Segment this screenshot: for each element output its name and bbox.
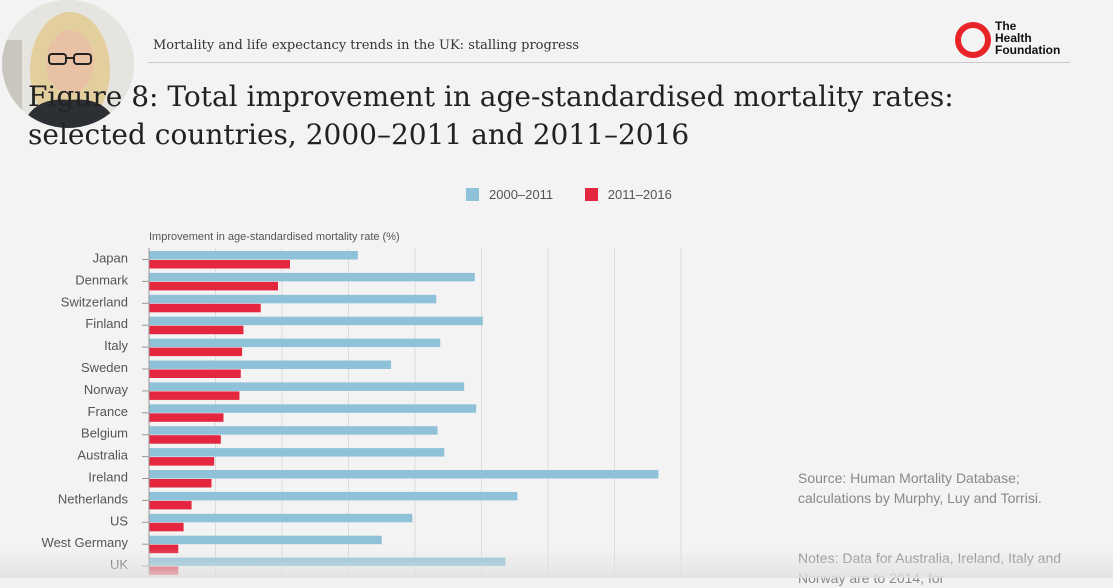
chart-axis-title: Improvement in age-standardised mortalit… — [149, 231, 400, 243]
bar-series2-12 — [149, 522, 184, 532]
bar-series1-6 — [149, 382, 465, 391]
logo-line-1: The — [995, 19, 1017, 33]
bar-series2-6 — [149, 391, 240, 400]
bar-series1-14 — [149, 557, 506, 567]
bar-series2-8 — [149, 435, 221, 444]
bar-series2-13 — [149, 544, 179, 554]
category-label-2: Switzerland — [61, 294, 128, 309]
bar-series2-0 — [149, 260, 290, 269]
category-label-8: Belgium — [81, 426, 128, 441]
category-label-0: Japan — [93, 251, 128, 266]
legend-swatch-series1 — [466, 188, 479, 201]
bar-series2-2 — [149, 303, 261, 313]
header-title: Mortality and life expectancy trends in … — [153, 38, 580, 53]
bar-series1-10 — [149, 470, 659, 479]
bar-series2-5 — [149, 369, 241, 378]
bar-series1-13 — [149, 535, 382, 545]
notes-text: Notes: Data for Australia, Ireland, Ital… — [798, 550, 1062, 586]
legend-label-series2: 2011–2016 — [607, 187, 672, 202]
legend-item-series2: 2011–2016 — [584, 187, 672, 202]
slide-title-line-1: Figure 8: Total improvement in age-stand… — [28, 80, 954, 113]
bar-series2-4 — [149, 347, 243, 357]
category-label-5: Sweden — [81, 360, 128, 375]
category-label-11: Netherlands — [58, 491, 129, 506]
logo-ring-icon — [955, 22, 991, 58]
category-label-4: Italy — [104, 338, 128, 353]
category-label-1: Denmark — [75, 272, 128, 287]
bar-series2-3 — [149, 325, 244, 335]
bar-chart: Improvement in age-standardised mortalit… — [42, 231, 682, 578]
category-label-3: Finland — [85, 316, 128, 331]
legend-item-series1: 2000–2011 — [466, 187, 553, 202]
logo-line-3: Foundation — [995, 43, 1061, 57]
header-divider — [148, 62, 1070, 63]
category-label-14: UK — [110, 557, 128, 572]
bar-series1-12 — [149, 513, 413, 523]
bar-series2-10 — [149, 479, 212, 488]
source-note: Source: Human Mortality Database; calcul… — [798, 470, 1042, 506]
logo-line-2: Health — [995, 31, 1032, 45]
legend-label-series1: 2000–2011 — [489, 187, 554, 202]
category-label-10: Ireland — [88, 470, 128, 485]
bar-series2-9 — [149, 457, 215, 466]
presenter-silhouette — [2, 0, 134, 128]
bar-series1-11 — [149, 491, 518, 501]
bar-series2-11 — [149, 500, 192, 510]
chart-legend: 2000–2011 2011–2016 — [466, 187, 700, 204]
bar-series1-0 — [149, 251, 358, 260]
bar-series2-14 — [149, 566, 179, 576]
logo-text: The Health Foundation — [995, 20, 1085, 56]
presenter-video — [2, 0, 134, 128]
bar-series1-2 — [149, 294, 437, 304]
bar-series2-1 — [149, 281, 279, 291]
bar-series1-5 — [149, 360, 392, 369]
slide-title-line-2: selected countries, 2000–2011 and 2011–2… — [28, 118, 690, 151]
category-label-9: Australia — [77, 448, 128, 463]
category-label-12: US — [110, 513, 128, 528]
bar-series1-7 — [149, 404, 477, 413]
bar-series2-7 — [149, 413, 224, 422]
bar-series1-4 — [149, 338, 441, 348]
category-label-13: West Germany — [42, 535, 129, 550]
health-foundation-logo: The Health Foundation — [955, 20, 1075, 60]
legend-swatch-series2 — [584, 188, 598, 201]
slide-title: Figure 8: Total improvement in age-stand… — [28, 78, 1028, 154]
bar-series1-8 — [149, 426, 438, 435]
bar-series1-3 — [149, 316, 483, 326]
bar-series1-9 — [149, 448, 445, 457]
bar-series1-1 — [149, 272, 475, 282]
chart-category-labels: Japan Denmark Switzerland Finland Italy Swede… — [42, 251, 149, 572]
chart-bars — [149, 251, 659, 576]
category-label-7: France — [88, 404, 128, 419]
category-label-6: Norway — [84, 382, 129, 397]
